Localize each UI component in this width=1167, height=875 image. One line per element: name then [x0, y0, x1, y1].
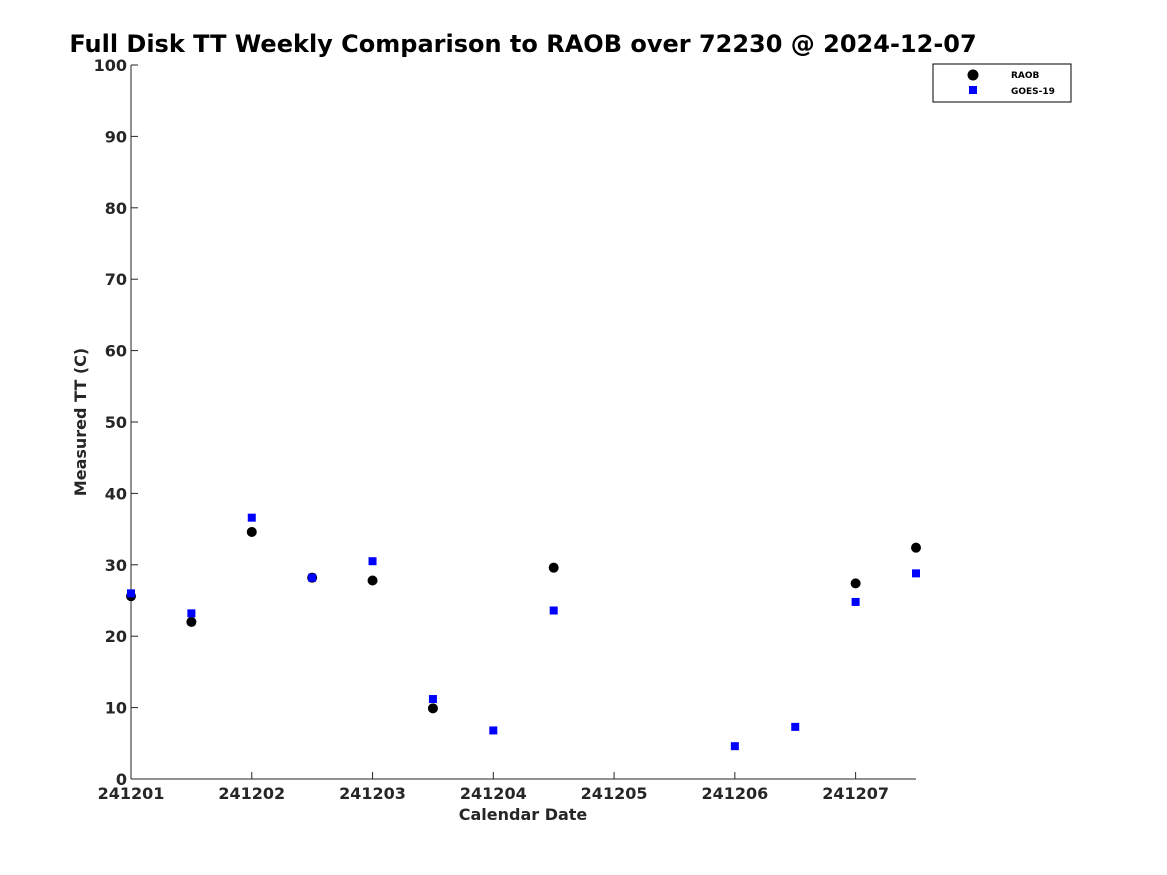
goes-19-point: [247, 513, 256, 522]
y-tick-label: 10: [105, 699, 127, 718]
y-tick-label: 90: [105, 127, 127, 146]
y-axis-label: Measured TT (C): [71, 348, 90, 496]
legend: RAOB GOES-19: [932, 63, 1072, 103]
chart-title: Full Disk TT Weekly Comparison to RAOB o…: [69, 30, 976, 58]
legend-marker-raob: [967, 69, 979, 81]
x-tick-label: 241204: [460, 784, 527, 803]
raob-point: [548, 562, 559, 573]
goes-19-point: [730, 742, 739, 751]
data-points: [126, 513, 921, 751]
x-tick-label: 241207: [822, 784, 889, 803]
x-tick-label: 241206: [701, 784, 768, 803]
x-tick-label: 241203: [339, 784, 406, 803]
x-tick-label: 241205: [581, 784, 648, 803]
goes-19-point: [428, 695, 437, 704]
y-tick-label: 60: [105, 342, 127, 361]
raob-point: [850, 578, 861, 589]
goes-19-point: [368, 557, 377, 566]
goes-19-point: [851, 597, 860, 606]
goes-19-point: [791, 722, 800, 731]
legend-label-raob: RAOB: [1011, 71, 1040, 81]
raob-point: [246, 526, 257, 537]
x-tick-label: 241202: [218, 784, 285, 803]
y-tick-label: 20: [105, 627, 127, 646]
legend-label-goes: GOES-19: [1011, 87, 1055, 97]
y-tick-label: 40: [105, 484, 127, 503]
y-tick-label: 70: [105, 270, 127, 289]
goes-19-point: [489, 726, 498, 735]
y-tick-label: 0: [116, 770, 127, 789]
raob-point: [186, 616, 197, 627]
goes-19-point: [187, 609, 196, 618]
goes-19-point: [308, 573, 317, 582]
x-axis-label: Calendar Date: [459, 805, 588, 824]
raob-point: [911, 542, 921, 553]
goes-19-point: [127, 589, 135, 598]
y-tick-label: 100: [94, 56, 127, 75]
axes: [130, 65, 916, 780]
legend-marker-goes: [969, 86, 977, 94]
x-tick-label: 241201: [98, 784, 165, 803]
goes-19-point: [912, 569, 920, 578]
goes-19-point: [549, 606, 558, 615]
raob-point: [367, 575, 378, 586]
legend-box: [932, 63, 1072, 103]
ticks: 0 10 20 30 40 50 60 70 80 90 100 241201 241202 241203…: [94, 56, 889, 803]
y-tick-label: 50: [105, 413, 127, 432]
y-tick-label: 80: [105, 199, 127, 218]
raob-point: [427, 703, 438, 714]
y-tick-label: 30: [105, 556, 127, 575]
